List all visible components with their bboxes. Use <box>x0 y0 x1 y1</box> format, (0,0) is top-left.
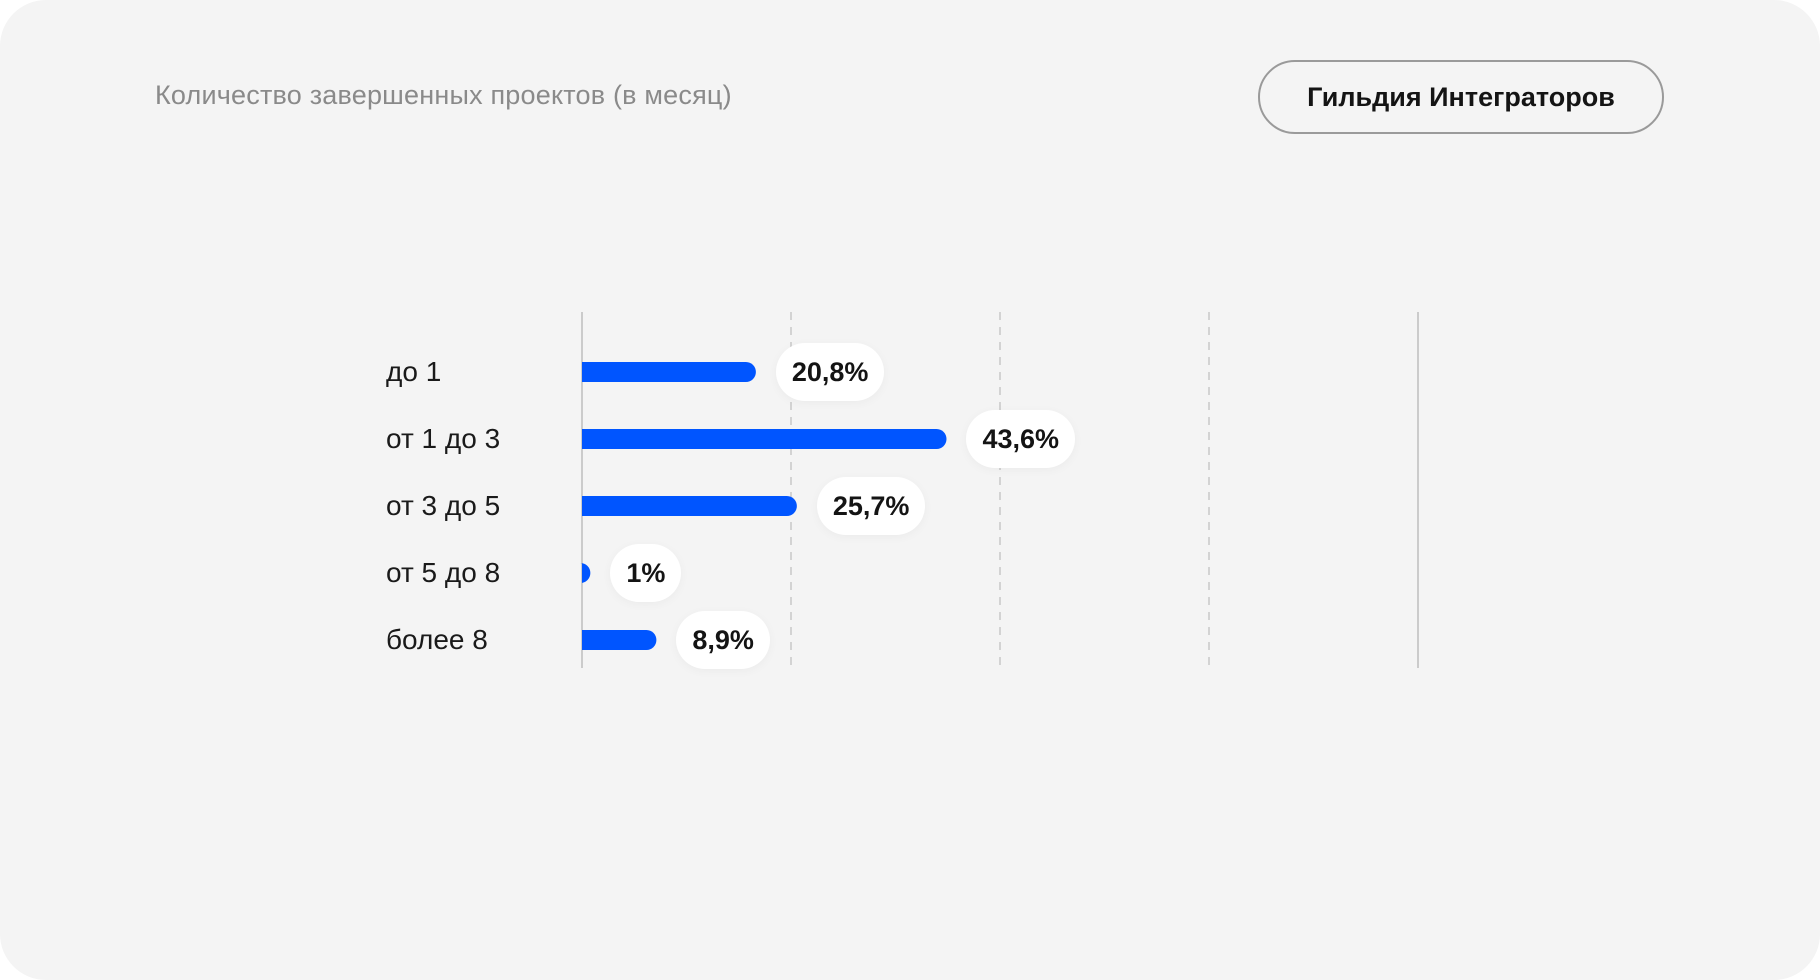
category-label: от 3 до 5 <box>386 490 501 521</box>
value-label: 8,9% <box>676 611 770 669</box>
value-label: 43,6% <box>966 410 1076 468</box>
bar-5 <box>582 630 657 650</box>
bar-1 <box>582 362 756 382</box>
value-label: 20,8% <box>775 343 885 401</box>
category-label: от 5 до 8 <box>386 557 501 588</box>
bar-3 <box>582 496 797 516</box>
chart-title: Количество завершенных проектов (в месяц… <box>155 80 732 110</box>
bar-2 <box>582 429 947 449</box>
bar-4 <box>580 563 591 583</box>
category-label: от 1 до 3 <box>386 423 501 454</box>
value-label: 25,7% <box>816 477 926 535</box>
value-label: 1% <box>610 544 682 602</box>
category-label: более 8 <box>386 624 488 655</box>
source-badge: Гильдия Интеграторов <box>1258 60 1664 134</box>
category-label: до 1 <box>386 356 442 387</box>
